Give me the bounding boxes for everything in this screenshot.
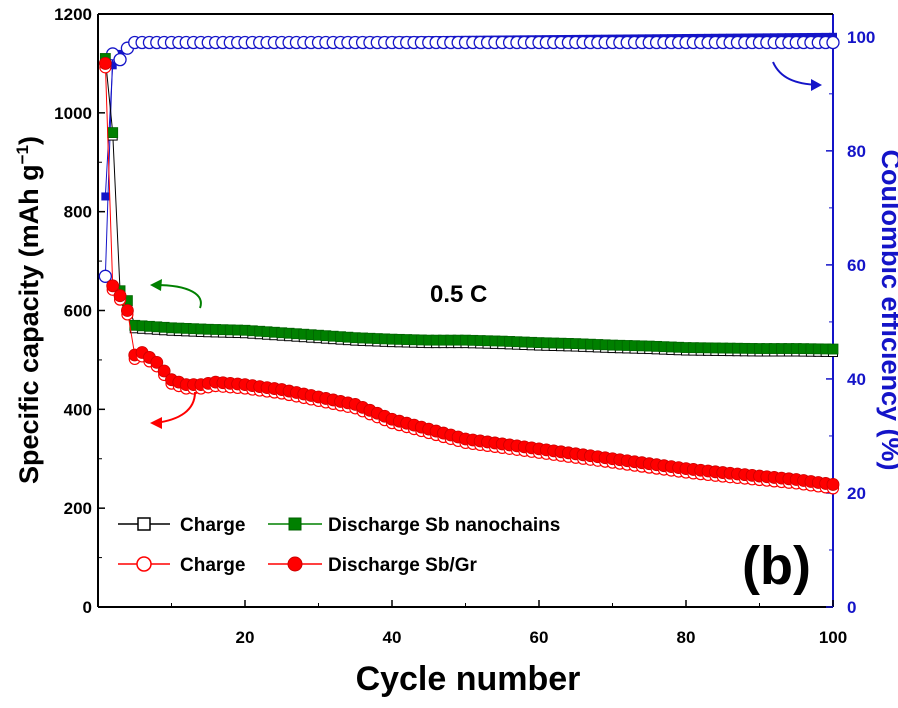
sb-gr-discharge-point (826, 478, 840, 491)
y-axis-left-title-main: Specific capacity (mAh g (14, 164, 44, 484)
y-axis-left-title-close: ) (14, 136, 44, 145)
arrow-head-red (150, 417, 162, 429)
y-left-tick-label: 600 (64, 302, 92, 321)
legend: Charge Discharge Sb nanochains Charge Di… (118, 515, 560, 576)
legend-charge-marker (136, 556, 152, 572)
x-tick-label: 20 (236, 628, 255, 647)
legend-row-sb-gr: Charge Discharge Sb/Gr (118, 555, 477, 576)
legend-discharge-marker (288, 517, 302, 531)
y-right-tick-label: 40 (847, 370, 866, 389)
sb-nanochains-discharge-point (107, 127, 119, 138)
y-axis-left-title-sup: −1 (13, 145, 32, 164)
legend-row-sb-nanochains: Charge Discharge Sb nanochains (118, 515, 560, 536)
x-tick-label: 60 (530, 628, 549, 647)
y-right-tick-label: 20 (847, 484, 866, 503)
sb-gr-discharge-point (98, 57, 112, 70)
sb-gr-line (104, 63, 834, 485)
arrow-head-blue (811, 79, 822, 91)
ce-sbgr-point (98, 269, 112, 283)
legend-charge-marker (137, 517, 151, 531)
y-left-tick-label: 400 (64, 400, 92, 419)
y-axis-right-title: Coulombic efficiency (%) (876, 149, 898, 470)
ce-nanochains-point (101, 192, 110, 201)
ce-sbgr-line (104, 42, 833, 277)
x-axis-title: Cycle number (356, 660, 581, 698)
arrow-head-green (150, 279, 162, 291)
y-left-tick-label: 200 (64, 499, 92, 518)
sb-gr-discharge-point (121, 304, 134, 317)
y-left-tick-label: 0 (83, 598, 92, 617)
ce-sbgr-point (826, 35, 840, 50)
y-right-tick-label: 60 (847, 256, 866, 275)
y-axis-left-title: Specific capacity (mAh g−1) (13, 136, 44, 484)
sb-gr-discharge-point (150, 355, 164, 369)
legend-charge-label: Charge (180, 515, 245, 536)
y-right-tick-label: 80 (847, 142, 866, 161)
ce-nanochains-line (104, 36, 834, 197)
ce-sbgr-point (113, 52, 127, 67)
y-right-tick-label: 100 (847, 28, 875, 47)
y-right-tick-label: 0 (847, 598, 856, 617)
legend-charge-label: Charge (180, 555, 245, 576)
sb-gr-discharge-point (106, 279, 120, 293)
legend-discharge-marker (287, 556, 303, 572)
x-tick-label: 40 (383, 628, 402, 647)
sb-nanochains-discharge-point (827, 343, 839, 355)
y-left-tick-label: 1000 (54, 104, 92, 123)
sb-gr-discharge-point (113, 289, 127, 303)
panel-label: (b) (742, 536, 811, 596)
rate-annotation: 0.5 C (430, 281, 487, 308)
legend-discharge-label: Discharge Sb nanochains (328, 515, 560, 536)
sb-gr-discharge-point (157, 364, 171, 378)
x-tick-label: 100 (819, 628, 847, 647)
y-left-tick-label: 800 (64, 203, 92, 222)
legend-discharge-label: Discharge Sb/Gr (328, 555, 477, 576)
series-layer (98, 32, 840, 495)
ticks-layer: 20 40 60 80 10002004006008001000120002040608… (54, 5, 875, 647)
x-tick-label: 80 (677, 628, 696, 647)
y-left-tick-label: 1200 (54, 5, 92, 24)
arrow-to-left-axis-green (154, 284, 202, 309)
